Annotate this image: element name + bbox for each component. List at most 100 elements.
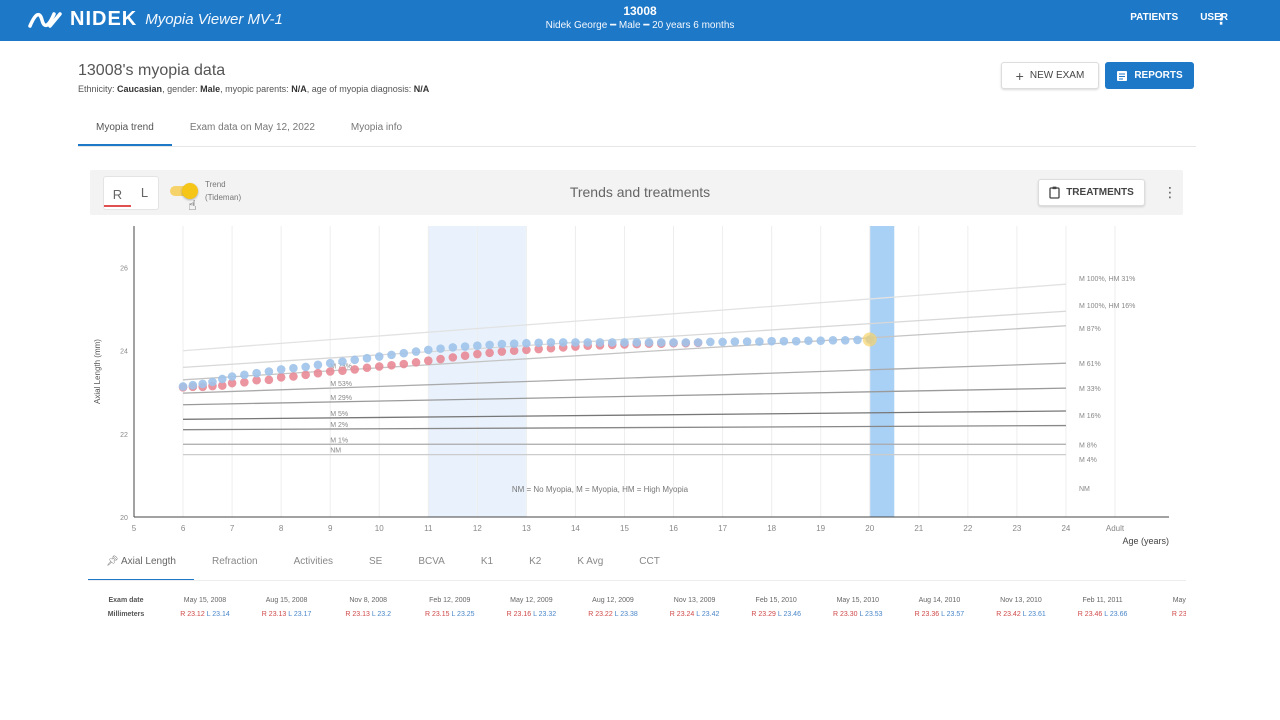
- exam-column[interactable]: Aug 12, 2009 R 23.22 L 23.38: [572, 594, 654, 622]
- left-eye-value: L 23.66: [1102, 611, 1128, 618]
- nidek-logo-icon: [28, 11, 62, 28]
- exam-data-table: Exam date Millimeters May 15, 2008 R 23.1…: [88, 588, 1186, 622]
- data-point-l: [828, 336, 838, 345]
- tab-se[interactable]: SE: [369, 556, 383, 567]
- tab-cct[interactable]: CCT: [639, 556, 660, 567]
- x-tick-label: 8: [279, 524, 284, 533]
- exam-column[interactable]: Aug 14, 2010 R 23.36 L 23.57: [898, 594, 980, 622]
- exam-date: May 12: [1172, 597, 1186, 604]
- treatments-button[interactable]: TREATMENTS: [1038, 179, 1145, 206]
- data-point-r: [338, 366, 347, 375]
- gender-label: gender:: [167, 84, 198, 94]
- exam-column[interactable]: May 15, 2008 R 23.12 L 23.14: [164, 594, 246, 622]
- exam-values: R 23.42 L 23.61: [980, 608, 1062, 622]
- right-eye-value: R 23.16: [506, 611, 532, 618]
- tab-refraction[interactable]: Refraction: [211, 556, 258, 567]
- x-axis-label: Age (years): [1122, 536, 1169, 546]
- data-point-l: [424, 345, 433, 355]
- new-exam-button[interactable]: + NEW EXAM: [1001, 62, 1099, 89]
- exam-column[interactable]: Feb 15, 2010 R 23.29 L 23.46: [735, 594, 817, 622]
- data-point-l: [730, 337, 740, 346]
- x-tick-label: 16: [669, 524, 678, 533]
- user-menu[interactable]: USER: [1200, 12, 1228, 23]
- right-eye-toggle[interactable]: R: [104, 179, 131, 207]
- data-point-l: [436, 344, 445, 353]
- hand-cursor-icon: ☝: [188, 197, 197, 213]
- right-percentile-label: M 8%: [1079, 442, 1097, 449]
- x-tick-label: 6: [181, 524, 186, 533]
- exam-date: Nov 13, 2009: [673, 597, 716, 604]
- row-label-exam-date: Exam date: [108, 597, 144, 604]
- exam-column[interactable]: Nov 8, 2008 R 23.13 L 23.2: [327, 594, 409, 622]
- data-point-l: [742, 337, 752, 346]
- exam-column[interactable]: Feb 12, 2009 R 23.15 L 23.25: [409, 594, 491, 622]
- left-eye-toggle[interactable]: L: [140, 185, 149, 200]
- exam-column[interactable]: May 12 R 23.50: [1143, 594, 1186, 622]
- exam-column[interactable]: Nov 13, 2010 R 23.42 L 23.61: [980, 594, 1062, 622]
- x-tick-label: 22: [963, 524, 972, 533]
- percentile-line-4: [183, 387, 1066, 406]
- exam-date: Aug 12, 2009: [592, 597, 634, 604]
- trend-label: Trend (Tideman): [205, 178, 241, 204]
- exam-values: R 23.50: [1143, 608, 1186, 622]
- left-eye-value: L 23.32: [531, 611, 557, 618]
- percentile-label: M 1%: [330, 437, 348, 444]
- tab-exam-data[interactable]: Exam data on May 12, 2022: [189, 122, 315, 133]
- tab-activities[interactable]: Activities: [293, 556, 334, 567]
- data-point-r: [387, 360, 396, 370]
- x-tick-label: 7: [230, 524, 235, 533]
- data-point-l: [607, 338, 617, 347]
- tab-k-avg[interactable]: K Avg: [577, 556, 604, 567]
- tab-axial-length[interactable]: 📌︎ Axial Length: [88, 551, 194, 581]
- left-eye-value: L 23.42: [694, 611, 720, 618]
- user-kebab-icon[interactable]: ⋮: [1214, 11, 1228, 27]
- y-tick-label: 26: [120, 266, 128, 273]
- diagnosis-value: N/A: [413, 84, 430, 94]
- right-percentile-label: M 61%: [1079, 361, 1101, 368]
- y-tick-label: 20: [120, 515, 128, 522]
- exam-column[interactable]: Aug 15, 2008 R 23.13 L 23.17: [246, 594, 328, 622]
- parents-label: myopic parents:: [225, 84, 289, 94]
- right-eye-value: R 23.46: [1077, 611, 1103, 618]
- data-point-l: [473, 341, 482, 351]
- right-eye-value: R 23.29: [751, 611, 776, 618]
- new-exam-label: NEW EXAM: [1029, 70, 1085, 81]
- top-bar: NIDEK Myopia Viewer MV-1 13008 Nidek Geo…: [0, 0, 1280, 41]
- x-tick-label: 9: [328, 524, 333, 533]
- left-eye-value: L 23.61: [1020, 611, 1046, 618]
- left-eye-value: L 23.38: [612, 611, 638, 618]
- tabs-divider: [78, 146, 1196, 147]
- left-eye-value: L 23.57: [939, 611, 965, 618]
- data-point-l: [656, 338, 666, 347]
- chart-more-icon[interactable]: ⋮: [1163, 184, 1177, 200]
- data-point-r: [497, 347, 507, 356]
- tab-bcva[interactable]: BCVA: [418, 556, 445, 567]
- tab-myopia-info[interactable]: Myopia info: [350, 122, 403, 133]
- exam-column[interactable]: May 12, 2009 R 23.16 L 23.32: [490, 594, 572, 622]
- tab-k1[interactable]: K1: [480, 556, 494, 567]
- patients-link[interactable]: PATIENTS: [1130, 12, 1179, 23]
- brand[interactable]: NIDEK Myopia Viewer MV-1: [28, 8, 283, 31]
- data-point-l: [313, 360, 323, 370]
- data-point-l: [791, 336, 801, 346]
- parents-value: N/A: [291, 84, 307, 94]
- exam-column[interactable]: Nov 13, 2009 R 23.24 L 23.42: [654, 594, 736, 622]
- trend-toggle[interactable]: [170, 183, 198, 199]
- reports-button[interactable]: REPORTS: [1105, 62, 1194, 89]
- data-point-l: [620, 338, 629, 347]
- exam-column[interactable]: May 15, 2010 R 23.30 L 23.53: [817, 594, 899, 622]
- exam-date: Feb 12, 2009: [429, 597, 471, 604]
- data-point-l: [779, 336, 789, 346]
- exam-column[interactable]: Feb 11, 2011 R 23.46 L 23.66: [1062, 594, 1144, 622]
- data-point-l: [816, 336, 825, 346]
- data-point-r: [350, 365, 360, 374]
- data-point-l: [264, 367, 274, 376]
- right-eye-value: R 23.13: [345, 611, 370, 618]
- gender-value: Male: [200, 84, 221, 94]
- exam-values: R 23.46 L 23.66: [1062, 608, 1144, 622]
- data-point-r: [313, 368, 323, 378]
- tab-k2[interactable]: K2: [529, 556, 542, 567]
- tab-myopia-trend[interactable]: Myopia trend: [78, 116, 172, 146]
- data-point-r: [411, 358, 421, 367]
- data-point-r: [301, 370, 310, 380]
